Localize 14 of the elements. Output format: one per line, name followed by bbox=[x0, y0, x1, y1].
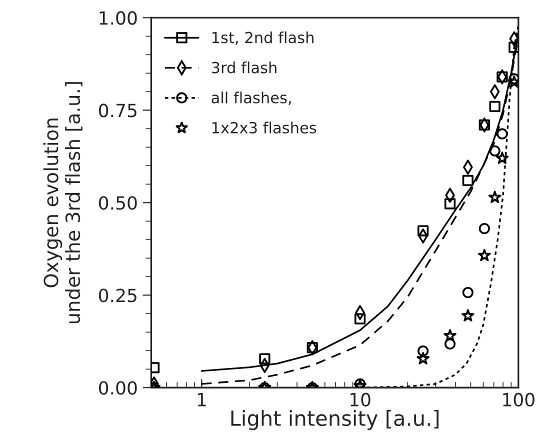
y-tick-label: 1.00 bbox=[100, 11, 137, 25]
y-axis-title: Oxygen evolution under the 3rd flash [a.u.] bbox=[43, 82, 82, 324]
legend-label: all flashes, bbox=[212, 92, 291, 105]
x-axis-title: Light intensity [a.u.] bbox=[231, 410, 439, 430]
x-tick-label: 100 bbox=[503, 392, 534, 406]
y-tick-label: 0.50 bbox=[98, 196, 137, 210]
x-tick-label: 10 bbox=[350, 392, 370, 406]
y-tick-label: 0.00 bbox=[98, 381, 137, 395]
y-tick-label: 0.25 bbox=[98, 288, 136, 302]
legend-label: 1x2x3 flashes bbox=[212, 122, 316, 134]
y-tick-label: 0.75 bbox=[98, 104, 136, 118]
legend-label: 1st, 2nd flash bbox=[212, 31, 314, 45]
x-tick-label: 1 bbox=[198, 393, 206, 406]
legend-label: 3rd flash bbox=[212, 62, 276, 74]
